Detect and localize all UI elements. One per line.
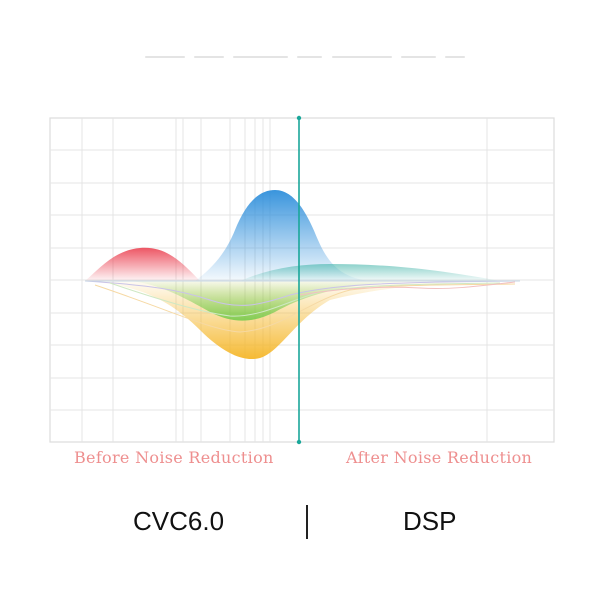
green-wave: [130, 281, 470, 321]
faint-title-strip: [145, 50, 465, 64]
red-wave: [85, 247, 200, 281]
after-caption: After Noise Reduction: [346, 448, 533, 467]
teal-wave: [240, 264, 500, 281]
blue-wave: [195, 190, 370, 281]
tech-divider: [306, 505, 308, 539]
divider-bottom-dot: [296, 439, 302, 445]
before-caption: Before Noise Reduction: [74, 448, 274, 467]
tech-right-label: DSP: [403, 506, 457, 536]
divider-top-dot: [296, 115, 302, 121]
tech-left-label: CVC6.0: [133, 506, 225, 536]
trail-lines: [84, 280, 521, 333]
